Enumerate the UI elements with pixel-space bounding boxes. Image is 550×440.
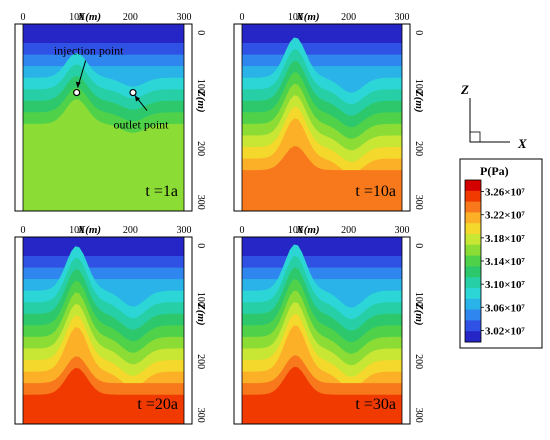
time-label: t =20a [137,396,178,413]
colorbar-swatch [465,255,481,267]
x-tick-label: 300 [395,225,410,236]
x-tick-label: 200 [341,12,356,23]
contour-panel: 0 100 200 300 X(m) 0 100 200 300 Z(m) t =20a [14,224,207,425]
z-tick-label: 0 [195,30,206,35]
z-tick-label: 100 [413,292,424,307]
z-tick-label: 300 [413,408,424,423]
z-tick-label: 100 [195,79,206,94]
contour-field [242,237,402,424]
z-tick-label: 300 [195,195,206,210]
colorbar-swatch [465,288,481,300]
x-axis-label: X(m) [77,11,101,23]
triad-corner [469,131,481,143]
time-label: t =1a [145,183,178,200]
x-tick-label: 0 [21,12,26,23]
x-tick-label: 200 [341,225,356,236]
contour-field [23,24,184,211]
z-tick-label: 100 [413,79,424,94]
z-axis-label: Z(m) [195,89,207,113]
z-axis-label: Z(m) [413,89,425,113]
marker-point [129,88,137,97]
contour-panels: 0 100 200 300 X(m) 0 100 200 300 Z(m) t =1a injecti… [14,11,425,425]
arrow-head [135,95,141,102]
colorbar-label: 3.10×10⁷ [485,279,526,291]
colorbar-swatch [465,201,481,213]
time-label: t =30a [355,396,396,413]
contour-field [23,237,184,424]
contour-band [242,378,402,424]
z-tick-label: 0 [195,243,206,248]
annotation-label: outlet point [114,118,170,132]
colorbar-swatch [465,277,481,289]
colorbar-swatch [465,180,481,192]
z-tick-label: 200 [195,141,206,156]
x-tick-label: 0 [21,225,26,236]
marker-point [73,88,81,97]
z-tick-label: 0 [413,243,424,248]
colorbar-label: 3.26×10⁷ [485,187,526,199]
x-tick-label: 0 [240,12,245,23]
contour-panel: 0 100 200 300 X(m) 0 100 200 300 Z(m) t =30a [233,224,425,425]
contour-panel: 0 100 200 300 X(m) 0 100 200 300 Z(m) t =1a injecti… [14,11,207,212]
z-tick-label: 200 [195,354,206,369]
x-tick-label: 100 [288,225,303,236]
x-tick-label: 200 [123,225,138,236]
colorbar-swatch [465,212,481,224]
z-tick-label: 200 [413,354,424,369]
colorbar-swatch [465,223,481,235]
colorbar-label: 3.14×10⁷ [485,256,526,268]
contour-band [23,110,184,211]
colorbar-swatch [465,190,481,203]
colorbar-label: 3.18×10⁷ [485,233,526,245]
annotation-label: injection point [54,44,124,58]
x-axis-label: X(m) [295,11,319,23]
x-tick-label: 300 [177,225,192,236]
colorbar-swatch [465,266,481,278]
x-tick-label: 300 [177,12,192,23]
colorbar-swatch [465,298,481,311]
panel-frame [14,23,193,212]
z-tick-label: 100 [195,292,206,307]
z-tick-label: 300 [195,408,206,423]
z-tick-label: 0 [413,30,424,35]
triad-z-label: Z [460,82,469,97]
z-tick-label: 200 [413,141,424,156]
contour-band [242,157,402,211]
x-tick-label: 200 [123,12,138,23]
x-tick-label: 300 [395,12,410,23]
x-tick-label: 100 [288,12,303,23]
colorbar-swatch [465,234,481,246]
colorbar-swatch [465,331,481,343]
arrow-head [75,81,81,88]
panel-frame [233,23,411,212]
panel-frame [233,236,411,425]
z-axis-label: Z(m) [413,302,425,326]
colorbar-swatch [465,320,481,332]
colorbar-swatch [465,309,481,321]
z-tick-label: 300 [413,195,424,210]
colorbar-swatch [465,244,481,257]
x-tick-label: 100 [69,225,84,236]
x-axis-label: X(m) [295,224,319,236]
x-tick-label: 0 [240,225,245,236]
pressure-colorbar: P(Pa) 3.26×10⁷ 3.22×10⁷ 3.18×10⁷ 3.14×10⁷ 3.1… [459,158,543,349]
x-axis-label: X(m) [77,224,101,236]
contour-band [23,379,184,424]
time-label: t =10a [355,183,396,200]
z-axis-label: Z(m) [195,302,207,326]
x-tick-label: 100 [69,12,84,23]
colorbar-label: 3.22×10⁷ [485,210,526,222]
contour-field [242,24,402,211]
triad-x-label: X [517,136,527,151]
colorbar-label: 3.06×10⁷ [485,302,526,314]
contour-panel: 0 100 200 300 X(m) 0 100 200 300 Z(m) t =10a [233,11,425,212]
coordinate-triad: ZX [460,82,527,151]
panel-frame [14,236,193,425]
colorbar-label: 3.02×10⁷ [485,325,526,337]
colorbar-title: P(Pa) [480,164,509,178]
